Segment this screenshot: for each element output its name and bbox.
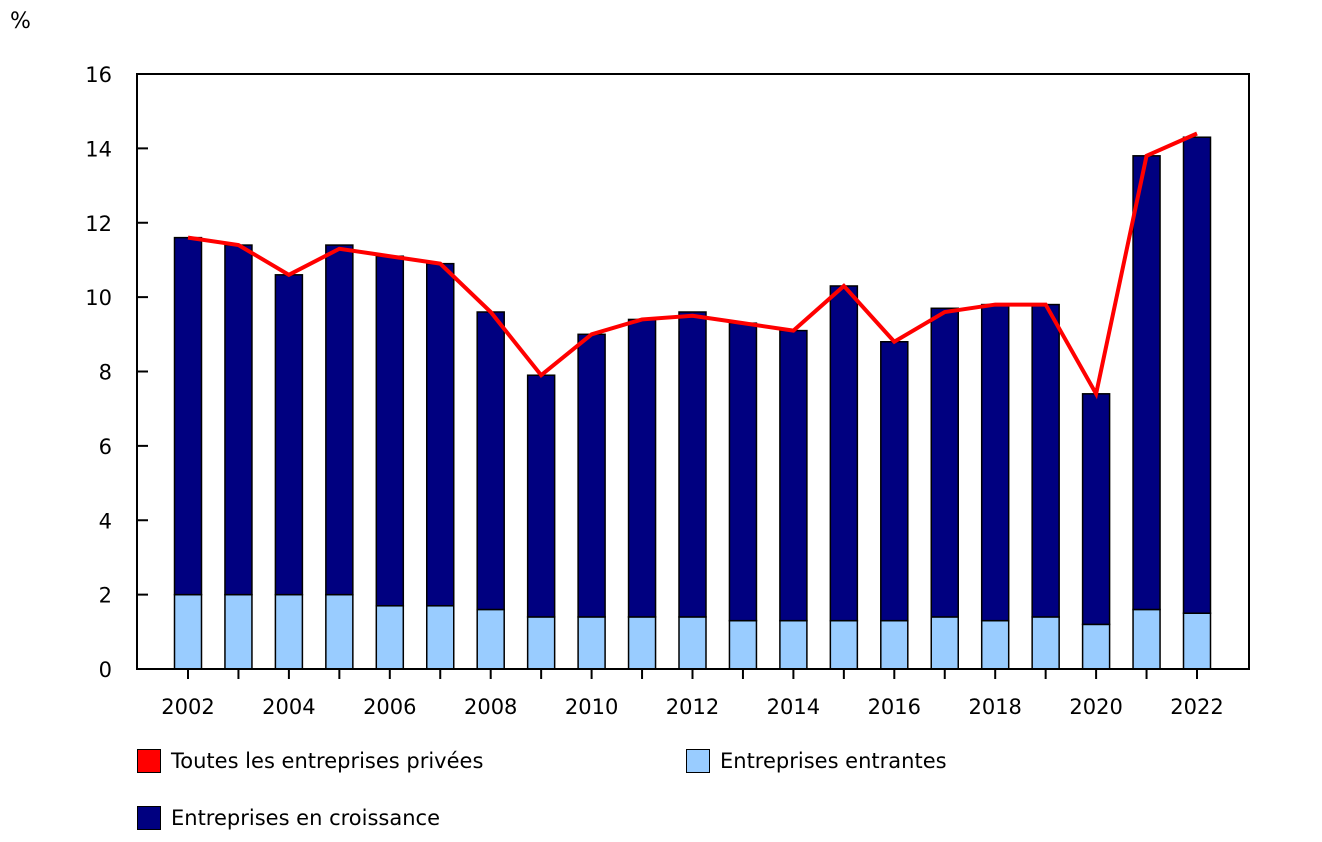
- x-tick-label: 2022: [1170, 695, 1223, 719]
- bar-growing-2019: [1031, 303, 1060, 618]
- bar-entrants-2008: [476, 608, 505, 670]
- bar-growing-2021: [1132, 155, 1161, 611]
- bar-growing-2006: [375, 255, 405, 607]
- legend-swatch-lightblue: [686, 749, 710, 773]
- bar-growing-2014: [779, 329, 808, 622]
- x-tick-label: 2004: [262, 695, 315, 719]
- x-tick-label: 2018: [968, 695, 1021, 719]
- bar-entrants-2013: [728, 619, 758, 670]
- legend-item-all: Toutes les entreprises privées: [137, 749, 483, 773]
- bar-entrants-2012: [678, 616, 707, 670]
- bar-entrants-2017: [930, 616, 959, 670]
- x-tick-label: 2014: [767, 695, 820, 719]
- bar-entrants-2020: [1081, 623, 1111, 670]
- bar-entrants-2007: [426, 605, 455, 670]
- y-tick-label: 6: [99, 435, 112, 459]
- bar-growing-2016: [880, 341, 909, 622]
- y-tick-label: 2: [99, 584, 112, 608]
- bar-growing-2008: [476, 311, 505, 611]
- x-tick-label: 2020: [1069, 695, 1122, 719]
- legend-swatch-navy: [137, 806, 161, 830]
- bar-growing-2005: [325, 244, 354, 596]
- y-axis-label: %: [10, 9, 31, 34]
- y-tick-label: 0: [99, 658, 112, 682]
- bar-growing-2012: [678, 311, 707, 618]
- bar-entrants-2015: [829, 619, 859, 670]
- x-tick-label: 2016: [868, 695, 921, 719]
- legend-label: Entreprises entrantes: [720, 749, 947, 773]
- bar-growing-2015: [829, 285, 859, 622]
- bar-entrants-2005: [325, 593, 354, 670]
- legend-item-entrants: Entreprises entrantes: [686, 749, 947, 773]
- bar-growing-2013: [728, 322, 758, 622]
- bar-growing-2020: [1081, 393, 1111, 626]
- bar-growing-2011: [627, 318, 657, 618]
- x-tick-label: 2006: [363, 695, 416, 719]
- bar-growing-2007: [426, 262, 455, 607]
- legend-item-growth: Entreprises en croissance: [137, 806, 440, 830]
- bar-entrants-2004: [274, 593, 304, 670]
- y-tick-label: 16: [85, 63, 112, 87]
- bar-growing-2022: [1182, 136, 1212, 614]
- bar-growing-2010: [577, 333, 606, 618]
- bar-growing-2004: [274, 274, 304, 596]
- legend-label: Entreprises en croissance: [171, 806, 441, 830]
- bar-entrants-2002: [173, 593, 203, 670]
- bar-entrants-2003: [224, 593, 253, 670]
- bar-entrants-2010: [577, 616, 606, 670]
- bar-entrants-2009: [526, 616, 556, 670]
- bar-entrants-2011: [627, 616, 657, 670]
- y-tick-label: 12: [85, 212, 112, 236]
- y-tick-label: 8: [99, 361, 112, 385]
- x-tick-label: 2010: [565, 695, 618, 719]
- legend-label: Toutes les entreprises privées: [171, 749, 484, 773]
- legend-swatch-red: [137, 749, 161, 773]
- bar-growing-2003: [224, 244, 253, 596]
- y-tick-label: 10: [85, 286, 112, 310]
- bar-growing-2002: [173, 236, 203, 596]
- bar-entrants-2014: [779, 619, 808, 670]
- bar-entrants-2021: [1132, 608, 1161, 670]
- y-tick-label: 14: [85, 137, 112, 161]
- bar-growing-2009: [526, 374, 556, 618]
- x-tick-label: 2012: [666, 695, 719, 719]
- x-tick-label: 2002: [161, 695, 214, 719]
- bar-entrants-2016: [880, 619, 909, 670]
- bar-growing-2018: [980, 303, 1010, 622]
- x-tick-label: 2008: [464, 695, 517, 719]
- bar-entrants-2022: [1182, 612, 1212, 670]
- y-tick-label: 4: [99, 509, 112, 533]
- bar-growing-2017: [930, 307, 959, 618]
- line-all-private-businesses: [187, 131, 1198, 400]
- bar-entrants-2019: [1031, 616, 1060, 670]
- bar-entrants-2006: [375, 605, 405, 670]
- bar-entrants-2018: [980, 619, 1010, 670]
